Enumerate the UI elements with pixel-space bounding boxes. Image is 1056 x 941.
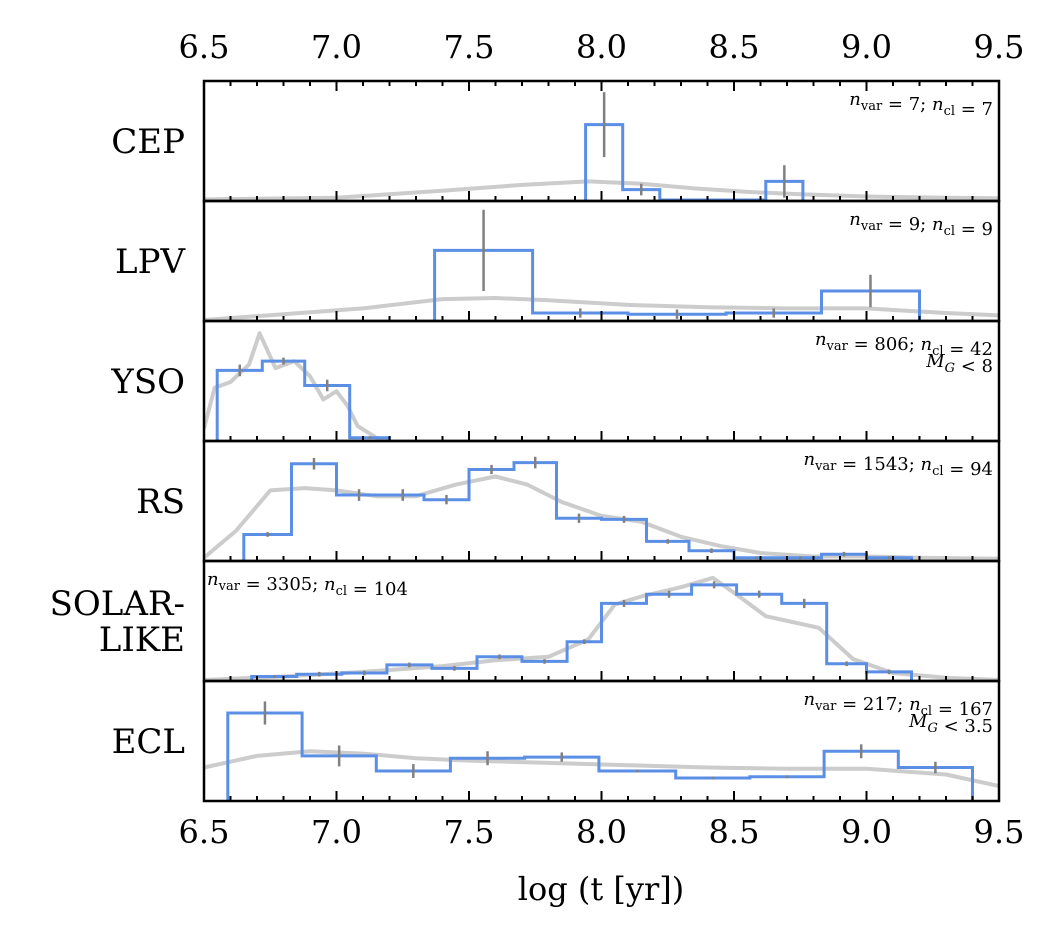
bottom-tick-label: 7.5	[444, 813, 495, 851]
top-tick-label: 7.0	[311, 28, 362, 66]
panel-annotation: nvar = 1543; ncl = 94	[803, 449, 993, 480]
top-tick-label: 8.0	[576, 28, 627, 66]
row-label: RS	[136, 482, 185, 522]
top-tick-label: 6.5	[179, 28, 230, 66]
panel-annotation: nvar = 9; ncl = 9	[849, 209, 993, 240]
bottom-tick-label: 8.5	[709, 813, 760, 851]
panel: CEP nvar = 7; ncl = 7	[111, 79, 1001, 203]
panel: LPV nvar = 9; ncl = 9	[115, 199, 1001, 323]
panel-annotation: MG < 8	[925, 351, 993, 377]
kde-curve	[204, 296, 999, 321]
bottom-tick-label: 8.0	[576, 813, 627, 851]
tick-marks	[203, 81, 1000, 801]
panel-annotation: MG < 3.5	[908, 711, 993, 737]
row-label: LIKE	[99, 620, 185, 660]
panel-annotation: nvar = 7; ncl = 7	[849, 89, 993, 120]
panel-annotation: nvar = 3305; ncl = 104	[207, 569, 408, 600]
panel-plot-area	[204, 456, 999, 561]
bottom-tick-label: 6.5	[179, 813, 230, 851]
top-tick-label: 9.5	[974, 28, 1025, 66]
histogram-step	[242, 461, 913, 560]
kde-curve	[204, 331, 390, 441]
top-axis: 6.5 7.0 7.5 8.0 8.5 9.0 9.5	[179, 28, 1025, 66]
top-tick-label: 7.5	[444, 28, 495, 66]
bottom-axis: 6.5 7.0 7.5 8.0 8.5 9.0 9.5	[179, 813, 1025, 851]
bottom-tick-label: 7.0	[311, 813, 362, 851]
row-label: ECL	[112, 722, 185, 762]
panel-plot-area	[204, 701, 999, 800]
kde-curve	[204, 749, 999, 789]
kde-curve	[204, 575, 999, 681]
panel: RS nvar = 1543; ncl = 94	[136, 439, 1001, 563]
panel-annotation: nvar = 217; ncl = 167	[803, 689, 993, 720]
row-label: LPV	[115, 242, 186, 282]
kde-curve	[204, 179, 999, 201]
row-label: CEP	[111, 122, 185, 162]
bottom-tick-label: 9.0	[841, 813, 892, 851]
top-tick-label: 8.5	[709, 28, 760, 66]
bottom-tick-label: 9.5	[974, 813, 1025, 851]
panel: SOLAR-LIKE nvar = 3305; ncl = 104	[50, 559, 1001, 683]
kde-curve	[204, 474, 999, 561]
top-tick-label: 9.0	[841, 28, 892, 66]
row-label: SOLAR-	[50, 584, 185, 624]
panel-plot-area	[204, 209, 999, 321]
panel-plot-area	[204, 575, 999, 681]
x-axis-label: log (t [yr])	[518, 870, 685, 908]
panel-annotation: nvar = 806; ncl = 42	[815, 329, 993, 360]
panels-group: CEP nvar = 7; ncl = 7 LPV nvar = 9; ncl = 9…	[50, 79, 1001, 803]
row-label: YSO	[110, 362, 185, 402]
panel-plot-area	[204, 331, 391, 441]
